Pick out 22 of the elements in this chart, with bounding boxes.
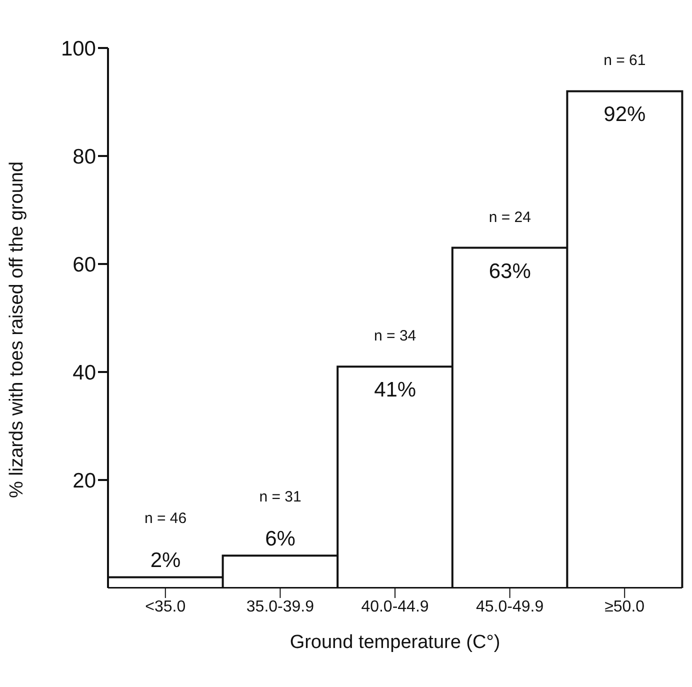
data-label: 41% (374, 378, 416, 402)
y-tick-label: 60 (72, 253, 96, 276)
x-tick-label: 45.0-49.9 (476, 598, 544, 616)
annotation: n = 46 (144, 510, 187, 528)
data-label: 63% (488, 260, 531, 283)
annotation: n = 24 (488, 208, 531, 226)
y-tick-label: 20 (72, 469, 96, 492)
y-tick-label: 100 (60, 37, 96, 60)
annotation: n = 34 (374, 328, 416, 345)
annotation: n = 61 (604, 52, 646, 70)
y-tick-label: 40 (72, 361, 96, 384)
x-axis-title: Ground temperature (C°) (290, 632, 500, 653)
data-label: 92% (604, 103, 646, 126)
x-tick-label: ≥50.0 (604, 598, 645, 616)
y-axis-title: % lizards with toes raised off the ground (6, 161, 28, 498)
x-tick-label: 40.0-44.9 (361, 598, 429, 616)
y-tick-label: 80 (72, 145, 96, 168)
annotation: n = 31 (259, 488, 302, 506)
x-tick-label: 35.0-39.9 (246, 598, 314, 616)
x-tick-label: <35.0 (145, 598, 186, 616)
data-label: 2% (150, 549, 181, 572)
data-label: 6% (265, 528, 296, 551)
